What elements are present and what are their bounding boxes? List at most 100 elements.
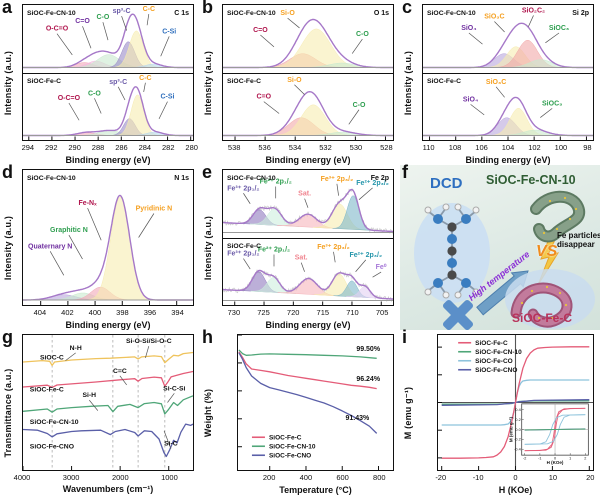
panel-f: f <box>400 162 600 330</box>
svg-text:Fe³⁺ 2p₁/₂: Fe³⁺ 2p₁/₂ <box>227 185 259 192</box>
svg-text:C-Si: C-Si <box>161 93 175 100</box>
x-axis-label-h: Temperature (°C) <box>279 485 352 495</box>
plot-n1s: Fe-Nₓ Pyridinic N Graphitic N Quaternary N S… <box>22 169 194 306</box>
svg-text:C=O: C=O <box>253 27 268 34</box>
product-label: SiOC-Fe-CN-10 <box>486 173 576 187</box>
svg-text:SiO₃C: SiO₃C <box>484 14 504 21</box>
svg-text:SiOC-Fe-CN-10: SiOC-Fe-CN-10 <box>427 10 476 17</box>
panel-letter-h: h <box>202 327 213 347</box>
dcd-atoms <box>424 203 480 299</box>
worm-pink-specks <box>520 285 568 320</box>
svg-text:sp³-C: sp³-C <box>113 8 131 15</box>
svg-text:Si-O: Si-O <box>287 76 302 83</box>
x-axis-ticks-a: 294 292 290 288 286 284 282 280 <box>21 143 198 152</box>
y-axis-label-i: M (emu g⁻¹) <box>403 386 413 439</box>
panel-h: h Weight (%) 10299969390 99.50%96.24%91.… <box>200 327 400 495</box>
svg-text:91.43%: 91.43% <box>345 415 370 422</box>
svg-text:C-O: C-O <box>356 31 369 38</box>
x-axis-label-b: Binding energy (eV) <box>265 155 351 165</box>
svg-text:M (emu g⁻¹): M (emu g⁻¹) <box>509 416 514 442</box>
svg-text:SiOC-Fe-C: SiOC-Fe-C <box>27 78 61 85</box>
svg-text:Sat.: Sat. <box>298 191 311 198</box>
dcd-label: DCD <box>430 175 463 192</box>
svg-text:sp³-C: sp³-C <box>109 78 127 85</box>
svg-text:SiOC₃: SiOC₃ <box>549 25 569 32</box>
y-axis-label-d: Intensity (a.u.) <box>3 215 13 280</box>
panel-e: e Intensity (a.u.) Fe³⁺ 2p₁/₂ Fe²⁺ 2p₁/₂ S… <box>200 162 400 330</box>
plot-ftir: SiOC-C N-H SiOC-Fe-C C=C Si-H Si-O-Si/Si-O-C S… <box>22 334 194 471</box>
x-axis-ticks-e: 730 725 720 715 710 705 <box>227 308 389 317</box>
y-axis-label-c: Intensity (a.u.) <box>403 50 413 115</box>
x-axis-ticks-b: 538 536 534 532 530 528 <box>227 143 393 152</box>
svg-text:SiOC-Fe-C: SiOC-Fe-C <box>30 387 64 394</box>
svg-text:Fe²⁺ 2p₃/₂: Fe²⁺ 2p₃/₂ <box>349 251 382 258</box>
svg-text:SiOC-Fe-CN-10: SiOC-Fe-CN-10 <box>30 419 79 426</box>
svg-text:C=C: C=C <box>113 368 127 375</box>
svg-text:Fe-Nₓ: Fe-Nₓ <box>79 200 98 207</box>
svg-text:-2: -2 <box>523 457 526 461</box>
panel-letter-f: f <box>402 162 408 182</box>
plot-c1s: O-C=O C=O C-O sp³-C C-C C-Si SiOC-Fe-CN-10 C 1s… <box>22 4 194 141</box>
svg-text:Fe⁰: Fe⁰ <box>376 263 387 271</box>
svg-text:-1: -1 <box>538 457 541 461</box>
svg-text:SiOC-Fe-C: SiOC-Fe-C <box>269 435 302 442</box>
svg-text:SiO₄: SiO₄ <box>463 96 478 103</box>
svg-text:SiOC-Fe-CNO: SiOC-Fe-CNO <box>475 367 517 374</box>
svg-text:-0.4: -0.4 <box>514 448 521 452</box>
svg-text:SiOC-Fe-CN-10: SiOC-Fe-CN-10 <box>269 444 316 451</box>
svg-text:SiOC-Fe-C: SiOC-Fe-C <box>227 78 261 85</box>
y-axis-label-b: Intensity (a.u.) <box>203 50 213 115</box>
x-axis-label-g: Wavenumbers (cm⁻¹) <box>62 484 154 494</box>
panel-c: c Intensity (a.u.) SiO₃C SiO₂C₂ SiO₄ SiOC₃ S… <box>400 0 600 165</box>
x-axis-ticks-d: 404 402 400 398 396 394 <box>33 308 184 317</box>
vs-label: VS <box>536 243 558 260</box>
svg-text:SiOC-Fe-CNO: SiOC-Fe-CNO <box>269 453 311 460</box>
svg-text:Fe³⁺ 2p₁/₂: Fe³⁺ 2p₁/₂ <box>227 250 259 257</box>
svg-text:C-C: C-C <box>143 6 155 13</box>
x-axis-ticks-c: 110 108 106 104 102 100 98 <box>422 143 592 152</box>
fe-particles-note: Fe particles disappear <box>557 231 600 250</box>
panel-letter-a: a <box>2 0 13 17</box>
svg-text:SiOC-Fe-C: SiOC-Fe-C <box>475 340 508 347</box>
svg-text:SiOC-Fe-CO: SiOC-Fe-CO <box>475 358 513 365</box>
panel-letter-e: e <box>202 162 213 182</box>
plot-magnetization: 1.60.80.0-0.8-1.6 SiOC-Fe-CSiOC-Fe-CN-10… <box>437 334 594 471</box>
sioc-fe-c-label: SiOC-Fe-C <box>512 311 572 325</box>
svg-text:C 1s: C 1s <box>174 10 189 17</box>
svg-text:SiOC-Fe-C: SiOC-Fe-C <box>227 243 261 250</box>
y-axis-label-a: Intensity (a.u.) <box>3 50 13 115</box>
panel-b: b Intensity (a.u.) Si-O C=O C-O SiOC-Fe-CN-… <box>200 0 400 165</box>
svg-text:Fe 2p: Fe 2p <box>371 175 389 182</box>
svg-text:N 1s: N 1s <box>174 175 189 182</box>
x-axis-ticks-h: 200 400 600 800 <box>262 473 386 482</box>
svg-text:SiOC₃: SiOC₃ <box>542 100 562 107</box>
panel-letter-d: d <box>2 162 13 182</box>
svg-text:0.0: 0.0 <box>515 428 520 432</box>
y-axis-label-g: Transmittance (a.u.) <box>3 367 13 458</box>
x-cross-icon <box>442 299 474 330</box>
svg-text:SiOC-Fe-CN-10: SiOC-Fe-CN-10 <box>227 10 276 17</box>
panel-letter-b: b <box>202 0 213 17</box>
svg-text:0.4: 0.4 <box>515 408 520 412</box>
svg-text:SiO₂C₂: SiO₂C₂ <box>522 7 545 14</box>
svg-text:SiOC-Fe-CNO: SiOC-Fe-CNO <box>30 443 74 450</box>
svg-text:Fe²⁺ 2p₁/₂: Fe²⁺ 2p₁/₂ <box>260 179 292 186</box>
svg-text:C=O: C=O <box>75 18 90 25</box>
y-axis-label-e: Intensity (a.u.) <box>203 215 213 280</box>
x-axis-ticks-g: 4000 3000 2000 1000 <box>13 473 178 482</box>
svg-text:0: 0 <box>554 457 556 461</box>
svg-text:96.24%: 96.24% <box>356 376 381 383</box>
svg-text:1: 1 <box>569 457 571 461</box>
svg-text:C-O: C-O <box>88 90 101 97</box>
svg-text:SiOC-Fe-CN-10: SiOC-Fe-CN-10 <box>227 175 276 182</box>
svg-text:SiO₄: SiO₄ <box>461 25 476 32</box>
panel-a: a Intensity (a.u.) O-C=O C=O C-O sp³-C C-C C-… <box>0 0 200 165</box>
svg-text:Si-C: Si-C <box>164 441 178 448</box>
y-axis-label-h: Weight (%) <box>203 388 213 437</box>
svg-text:0.2: 0.2 <box>515 418 520 422</box>
svg-text:H (KOe): H (KOe) <box>547 460 564 465</box>
panel-letter-g: g <box>2 327 13 347</box>
svg-text:C=O: C=O <box>257 93 272 100</box>
svg-text:C-O: C-O <box>353 101 366 108</box>
